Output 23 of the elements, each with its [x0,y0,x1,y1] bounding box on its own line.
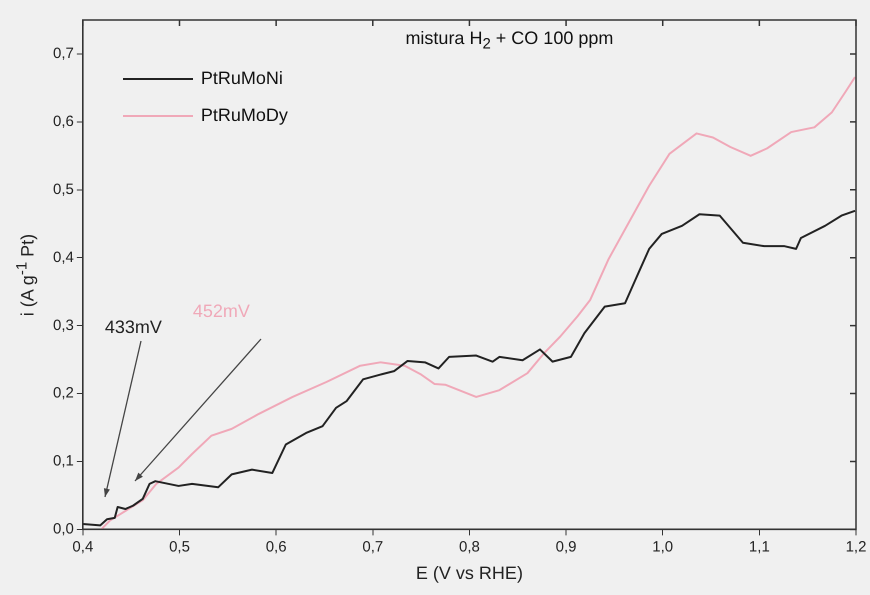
y-tick-label: 0,0 [52,520,74,538]
x-tick-label: 1,0 [652,538,674,556]
x-tick-label: 0,9 [556,538,576,556]
x-tick-label: 0,4 [72,538,94,556]
annotation: 452mV [192,301,250,322]
x-tick-label: 0,5 [169,538,190,556]
x-tick-label: 1,2 [846,538,866,556]
annotation: 433mV [104,317,162,338]
y-tick-label: 0,4 [52,248,74,266]
x-tick-label: 0,8 [458,538,480,556]
legend-label: PtRuMoNi [200,68,283,89]
legend-label: PtRuMoDy [200,105,288,126]
text: mistura H$_{2}$ + CO 100 ppm [404,28,614,53]
y-tick-label: 0,7 [52,45,74,62]
x-axis-title: E (V vs RHE) [416,563,523,584]
x-tick-label: 1,1 [748,538,770,556]
y-tick-label: 0,5 [52,180,74,198]
y-tick-label: 0,2 [52,384,74,402]
y-tick-label: 0,1 [52,452,74,470]
x-tick-label: 0,6 [266,538,287,556]
y-tick-label: 0,6 [52,113,74,130]
x-tick-label: 0,7 [362,538,384,556]
y-tick-label: 0,3 [52,316,74,334]
